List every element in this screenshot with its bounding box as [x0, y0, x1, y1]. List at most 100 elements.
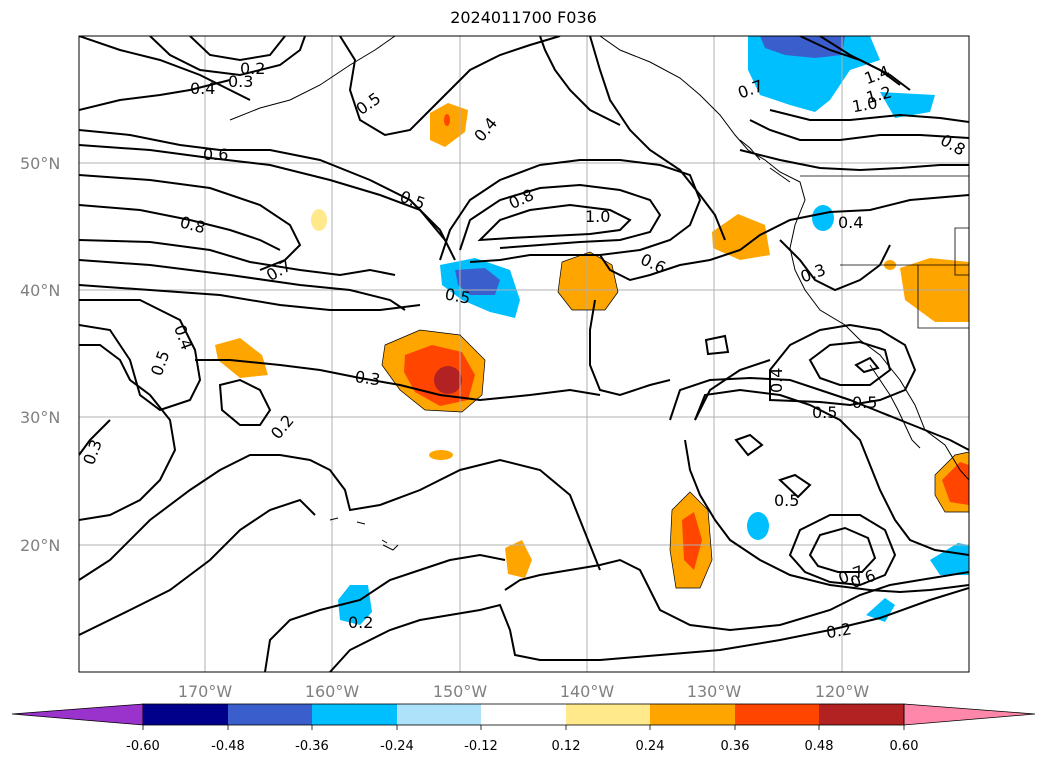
map-title: 2024011700 F036: [450, 8, 597, 27]
contour-line: [459, 183, 662, 251]
contour-line: [694, 388, 969, 556]
contour-label: 0.6: [203, 145, 228, 164]
colorbar-segment: [397, 704, 481, 725]
contour-line: [79, 454, 601, 581]
contour-line: [778, 473, 812, 499]
contour-line: [79, 144, 446, 241]
colorbar-outline: [142, 703, 905, 726]
contour-line: [734, 433, 764, 457]
colorbar-segment: [312, 704, 397, 725]
contour-line: [684, 439, 969, 594]
contour-line: [589, 36, 726, 241]
longitude-label: 140°W: [560, 682, 615, 701]
colorbar-segment: [650, 704, 735, 725]
contour-line: [769, 323, 917, 407]
contour-line: [79, 204, 281, 251]
contour-line: [739, 149, 969, 172]
contour-line: [769, 109, 969, 123]
longitude-label: 170°W: [178, 682, 233, 701]
positive-anomaly-region: [712, 214, 770, 260]
longitude-label: 150°W: [433, 682, 488, 701]
contour-line: [218, 378, 272, 426]
positive-anomaly-region: [215, 338, 268, 378]
colorbar-segment: [735, 704, 819, 725]
contour-line: [79, 174, 302, 271]
contour-lines: [79, 36, 969, 672]
positive-anomaly-region: [430, 103, 468, 147]
contour-line: [788, 514, 897, 587]
contour-line: [79, 299, 202, 412]
colorbar-segment: [143, 704, 228, 725]
contour-line: [79, 344, 177, 521]
negative-anomaly-region: [455, 268, 500, 295]
positive-anomaly-region: [558, 252, 618, 310]
contour-label: 0.4: [767, 368, 786, 393]
contour-label: 0.2: [240, 59, 265, 78]
contour-line: [808, 526, 877, 573]
contour-line: [79, 36, 251, 101]
colorbar-tick-label: 0.24: [636, 739, 665, 754]
colorbar-tick-label: 0.48: [805, 739, 834, 754]
map-frame: [78, 35, 970, 673]
colorbar-segment: [481, 704, 566, 725]
contour-line: [339, 36, 561, 137]
colorbar: -0.60 -0.48 -0.36 -0.24 -0.12 0.12 0.24 …: [11, 703, 1036, 754]
contour-label: 0.3: [354, 367, 382, 389]
contour-line: [195, 359, 601, 402]
colorbar-tick-label: 0.12: [552, 739, 581, 754]
contour-line: [149, 36, 306, 77]
latitude-label: 30°N: [20, 408, 60, 427]
positive-anomaly-region: [434, 366, 462, 394]
positive-anomaly-region: [444, 114, 450, 126]
longitude-label: 120°W: [815, 682, 870, 701]
colorbar-segment: [819, 704, 904, 725]
contour-line: [79, 239, 396, 277]
contour-label: 1.0: [585, 207, 610, 226]
contour-line: [439, 159, 702, 263]
contour-line: [477, 203, 632, 242]
contour-label: 0.2: [348, 613, 373, 632]
coastline-alaska: [599, 36, 969, 481]
contour-line: [504, 558, 969, 632]
contour-line: [779, 239, 891, 292]
positive-anomaly-region: [429, 450, 453, 460]
contour-label: 0.5: [774, 491, 799, 510]
contour-label: 0.5: [812, 403, 837, 422]
longitude-label: 130°W: [687, 682, 742, 701]
colorbar-segment: [228, 704, 312, 725]
contour-label: 1.0: [851, 93, 879, 116]
contour-line: [539, 36, 621, 126]
colorbar-tick-label: -0.12: [464, 739, 498, 754]
contour-line: [749, 119, 969, 141]
contour-line: [669, 376, 969, 451]
latitude-label: 40°N: [20, 281, 60, 300]
coastline-bc-islands: [739, 139, 791, 183]
contour-label: 0.4: [190, 79, 215, 98]
negative-anomaly-region: [880, 92, 935, 118]
contour-label: 0.5: [443, 285, 471, 308]
contour-line: [599, 194, 969, 282]
colorbar-tick-label: 0.36: [721, 739, 750, 754]
contour-line: [264, 553, 506, 672]
latitude-label: 50°N: [20, 154, 60, 173]
colorbar-tick-label: -0.48: [211, 739, 245, 754]
contour-line: [694, 359, 771, 421]
contour-line: [189, 36, 286, 62]
negative-anomaly-region: [930, 543, 969, 575]
contour-line: [79, 259, 406, 311]
contour-line: [819, 36, 901, 86]
contour-line: [808, 340, 892, 386]
colorbar-tick-label: 0.60: [890, 739, 919, 754]
negative-anomaly-region: [812, 205, 834, 231]
positive-anomaly-region: [682, 512, 702, 570]
colorbar-under-triangle: [11, 703, 144, 726]
negative-anomaly-region: [338, 585, 372, 625]
negative-anomaly-region: [760, 36, 845, 58]
negative-anomaly-region: [747, 512, 769, 540]
contour-line: [79, 79, 231, 111]
political-boundary: [954, 227, 969, 276]
colorbar-segment: [566, 704, 650, 725]
positive-anomaly-region: [311, 209, 327, 231]
coastline-alaska: [229, 36, 396, 121]
